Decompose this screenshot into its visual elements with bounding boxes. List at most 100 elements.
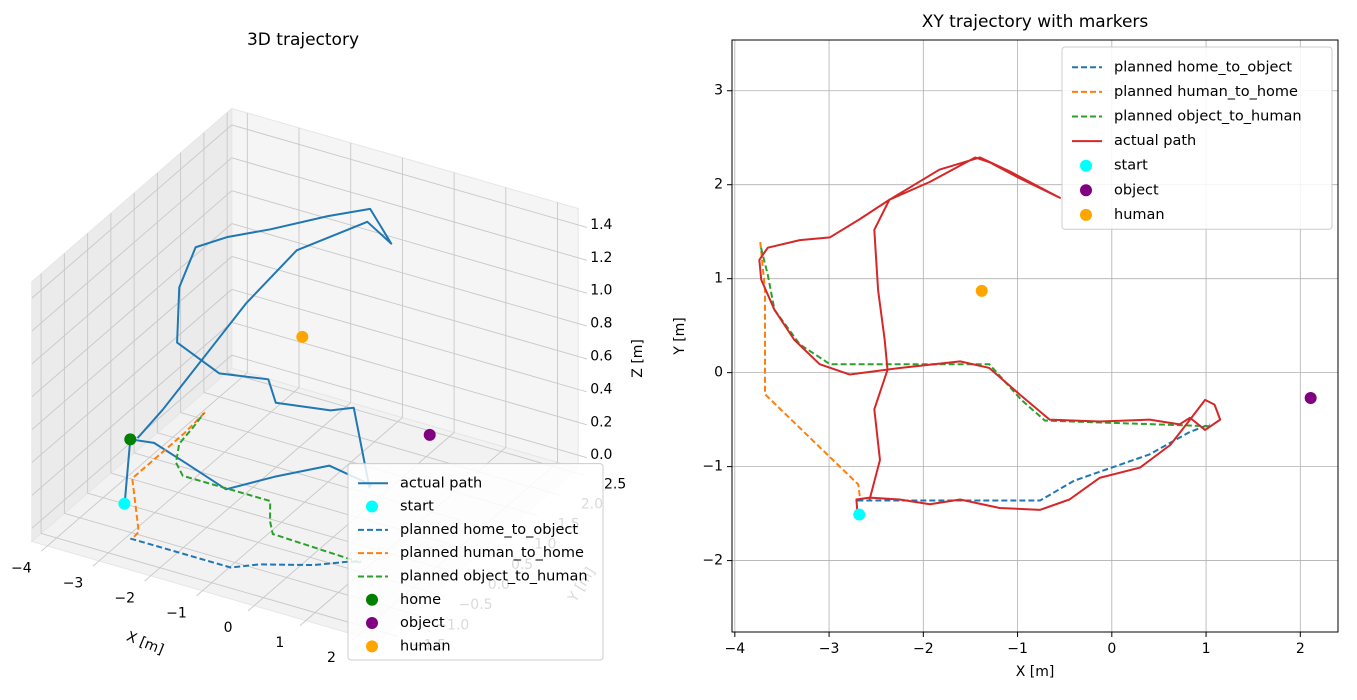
z-axis-label: Z [m]: [630, 339, 646, 378]
y-axis-label: Y [m]: [672, 317, 688, 356]
grid-line: [227, 371, 574, 473]
x-tick-label: −1: [166, 605, 187, 621]
legend-label: human: [400, 638, 451, 654]
grid-line: [231, 223, 579, 325]
tick-mark: [196, 590, 203, 597]
z-tick-label: 0.4: [590, 381, 612, 397]
grid-line: [31, 157, 233, 332]
tick-mark: [578, 257, 587, 261]
grid-line: [31, 124, 233, 299]
grid-line: [31, 321, 233, 496]
trajectory: [131, 411, 206, 540]
legend-label: start: [1114, 158, 1148, 174]
x-tick-label: 1: [1202, 641, 1211, 657]
grid-line: [150, 402, 352, 577]
x-axis-label: X [m]: [124, 629, 166, 658]
marker: [853, 508, 866, 521]
z-tick-label: 0.0: [590, 447, 612, 463]
legend-label: actual path: [400, 475, 482, 491]
legend-marker: [1080, 184, 1092, 197]
tick-mark: [578, 323, 587, 327]
legend-label: planned home_to_object: [400, 522, 578, 538]
y-tick-label: −1: [702, 459, 723, 475]
tick-mark: [578, 454, 587, 459]
legend-label: start: [400, 499, 434, 515]
tick-mark: [578, 224, 587, 228]
x-tick-label: 1: [275, 635, 284, 651]
z-tick-label: 0.2: [590, 414, 612, 430]
x-tick-label: −2: [114, 590, 135, 606]
legend-box: [1061, 46, 1333, 230]
marker: [423, 428, 436, 441]
pane-back: [231, 107, 579, 469]
legend-marker: [366, 500, 378, 513]
marker: [118, 497, 131, 510]
legend-label: planned human_to_home: [400, 545, 584, 561]
y-tick-label: 1: [714, 271, 723, 287]
tick-mark: [144, 575, 152, 582]
tick-mark: [247, 605, 255, 612]
x-tick-label: 2: [1296, 641, 1305, 657]
y-tick-label: 0: [714, 365, 723, 381]
tick-mark: [299, 620, 307, 627]
trajectory: [123, 207, 393, 503]
grid-line: [231, 288, 579, 390]
grid-line: [202, 417, 403, 592]
x-tick-label: −4: [725, 641, 746, 657]
tick-mark: [92, 560, 100, 567]
x-tick-label: 0: [1107, 641, 1116, 657]
x-tick-label: −4: [11, 560, 32, 576]
legend-marker: [366, 593, 378, 606]
trajectory: [857, 423, 1211, 502]
z-tick-label: 1.4: [590, 217, 612, 233]
marker: [124, 433, 137, 446]
chart-title: XY trajectory with markers: [922, 12, 1149, 32]
z-tick-label: 0.8: [590, 316, 612, 332]
axes-frame: [731, 39, 1339, 633]
grid-line: [231, 157, 579, 259]
grid-line: [31, 289, 233, 463]
legend-marker: [366, 617, 378, 630]
plot-area: [758, 156, 1317, 521]
grid-line: [231, 190, 579, 292]
z-tick-label: 1.0: [590, 283, 612, 299]
y-tick-label: 2.5: [604, 476, 626, 492]
grid-line: [231, 256, 579, 357]
grid-line: [231, 321, 579, 423]
tick-mark: [578, 388, 587, 393]
y-tick-label: −2: [702, 553, 723, 569]
y-tick-label: 3: [714, 83, 723, 99]
legend-marker: [1080, 208, 1092, 221]
chart-title: 3D trajectory: [247, 30, 359, 50]
legend-label: planned object_to_human: [1114, 109, 1302, 125]
grid-line: [31, 256, 233, 431]
legend-label: human: [1114, 207, 1165, 223]
grid-line: [231, 124, 579, 226]
legend-marker: [1080, 159, 1092, 172]
y-tick-label: 2: [714, 177, 723, 193]
z-tick-label: 1.2: [590, 250, 612, 266]
tick-mark: [578, 290, 587, 294]
legend-label: home: [400, 592, 441, 608]
marker: [1304, 392, 1317, 405]
legend-label: planned home_to_object: [1114, 59, 1292, 75]
trajectory: [758, 156, 1222, 512]
legend-box: [347, 463, 604, 661]
x-tick-label: −2: [913, 641, 934, 657]
legend-label: planned human_to_home: [1114, 84, 1298, 100]
grid-line: [40, 533, 388, 634]
grid-line: [231, 354, 579, 456]
grid-line: [31, 223, 233, 398]
x-tick-label: 0: [224, 620, 233, 636]
trajectory: [175, 412, 361, 564]
legend-label: object: [400, 615, 445, 631]
tick-mark: [578, 421, 587, 426]
tick-mark: [41, 545, 48, 552]
grid-line: [47, 372, 248, 547]
legend-marker: [366, 640, 378, 653]
trajectory: [759, 241, 862, 500]
grid-line: [98, 387, 300, 562]
legend-label: actual path: [1114, 133, 1196, 149]
trajectory: [130, 537, 362, 569]
